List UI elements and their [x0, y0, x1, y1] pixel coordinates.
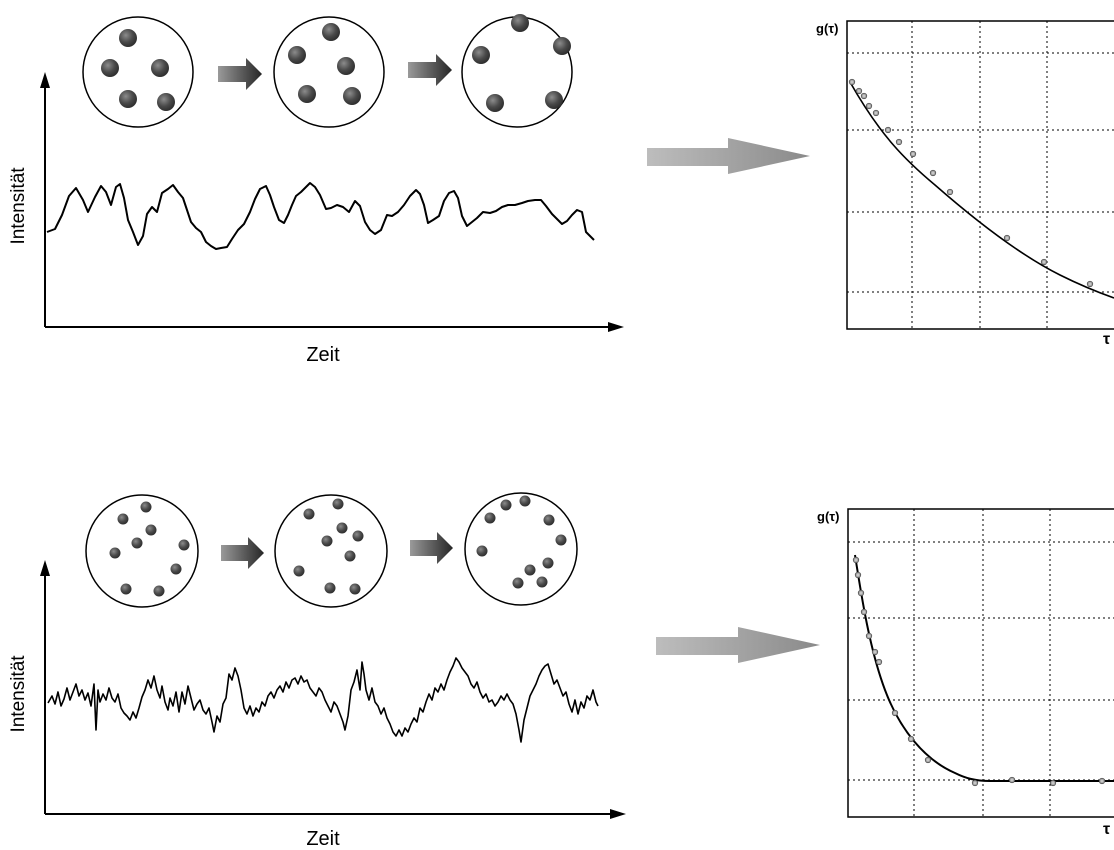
fit-curve [849, 81, 1114, 299]
tau-axis-label: τ [1103, 331, 1110, 348]
data-point [895, 138, 903, 146]
transform-arrow-icon [656, 627, 820, 663]
data-point [946, 188, 954, 196]
data-point [854, 571, 862, 579]
snapshot-circle [85, 494, 199, 608]
data-point [860, 92, 868, 100]
correlation-plot: g(τ) τ [816, 20, 1114, 348]
g-axis-label: g(τ) [816, 21, 838, 36]
particle-snapshots [85, 492, 578, 608]
data-point [1098, 777, 1106, 785]
particles [293, 498, 364, 595]
data-point [909, 150, 917, 158]
data-point [857, 589, 865, 597]
transition-arrow-icon [218, 58, 262, 90]
g-axis-label: g(τ) [817, 509, 839, 524]
data-point [871, 648, 879, 656]
snapshot-circle [82, 16, 194, 128]
snapshot-circle [461, 14, 573, 128]
data-point [848, 78, 856, 86]
data-point [884, 126, 892, 134]
plot-frame [847, 508, 1114, 818]
data-point [872, 109, 880, 117]
data-point [971, 779, 979, 787]
intensity-signal [47, 657, 599, 743]
transform-arrow-icon [647, 138, 810, 174]
data-point [891, 709, 899, 717]
x-axis-label: Zeit [306, 828, 340, 850]
fit-curve [854, 554, 1114, 782]
data-point [1003, 234, 1011, 242]
data-point [855, 87, 863, 95]
grid-lines [847, 21, 1114, 329]
y-axis-arrow-icon [40, 560, 50, 576]
data-point [1040, 258, 1048, 266]
data-points [852, 556, 1106, 787]
tau-axis-label: τ [1103, 821, 1110, 838]
particles [101, 29, 175, 111]
data-point [865, 102, 873, 110]
particles [109, 501, 190, 597]
particles [476, 495, 567, 589]
transition-arrow-icon [408, 54, 452, 86]
row-large-particles: Intensität Zeit [8, 14, 1114, 366]
data-point [1049, 779, 1057, 787]
data-points [848, 78, 1094, 288]
data-point [907, 735, 915, 743]
data-point [1086, 280, 1094, 288]
particles [472, 14, 571, 112]
y-axis-arrow-icon [40, 72, 50, 88]
data-point [860, 608, 868, 616]
snapshot-circle [464, 492, 578, 606]
data-point [852, 556, 860, 564]
transition-arrow-icon [221, 537, 264, 569]
x-axis-arrow-icon [608, 322, 624, 332]
row-small-particles: Intensität Zeit [8, 492, 1114, 850]
intensity-plot: Intensität Zeit [8, 72, 624, 366]
data-point [865, 632, 873, 640]
data-point [875, 658, 883, 666]
data-point [1008, 776, 1016, 784]
plot-frame [846, 20, 1114, 330]
grid-lines [848, 509, 1114, 817]
data-point [929, 169, 937, 177]
snapshot-circle [274, 494, 388, 608]
transition-arrow-icon [410, 532, 453, 564]
data-point [924, 756, 932, 764]
x-axis-label: Zeit [306, 344, 340, 366]
particles [288, 23, 361, 105]
correlation-plot: g(τ) τ [817, 508, 1114, 838]
intensity-plot: Intensität Zeit [8, 560, 626, 850]
particle-snapshots [82, 14, 573, 128]
y-axis-label: Intensität [8, 655, 29, 733]
intensity-signal [46, 182, 595, 250]
snapshot-circle [273, 16, 385, 128]
x-axis-arrow-icon [610, 809, 626, 819]
y-axis-label: Intensität [8, 167, 29, 245]
